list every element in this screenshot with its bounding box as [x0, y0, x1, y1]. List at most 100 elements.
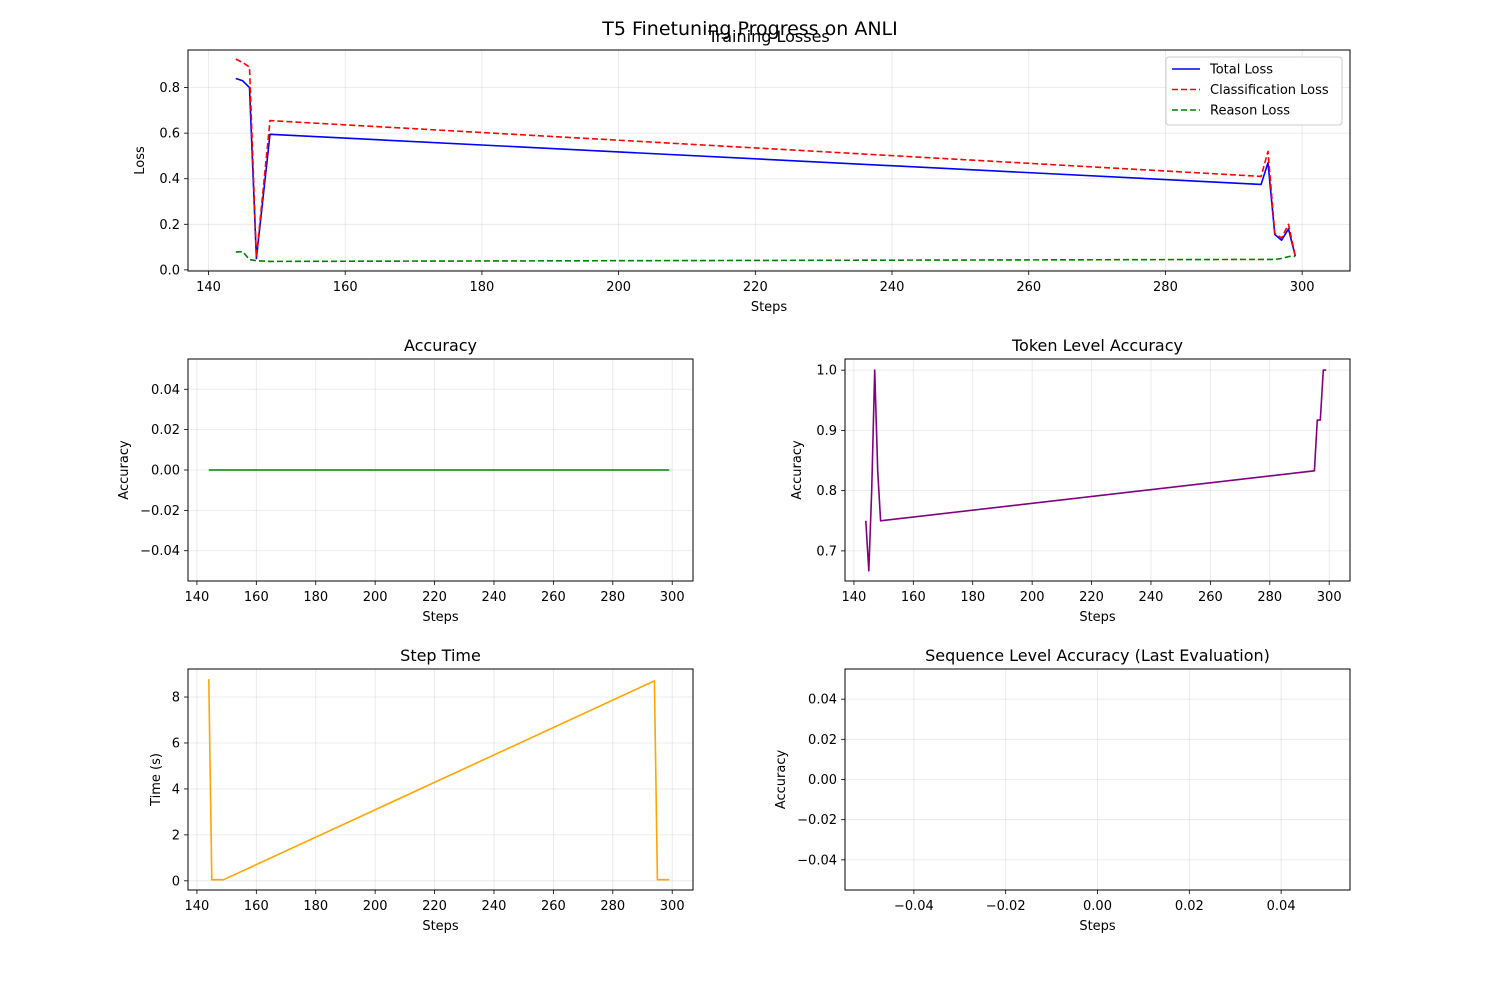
accuracy-y-tick-label-2: 0.00 [151, 464, 180, 479]
accuracy-x-tick-label-5: 240 [482, 590, 507, 605]
accuracy-x-tick-label-8: 300 [660, 590, 685, 605]
accuracy-x-tick-label-2: 180 [303, 590, 328, 605]
accuracy-x-tick-label-1: 160 [244, 590, 269, 605]
accuracy-y-axis-label: Accuracy [117, 440, 132, 500]
training-losses-x-tick-label-8: 300 [1290, 280, 1315, 295]
token-accuracy-x-tick-label-3: 200 [1020, 590, 1045, 605]
token-accuracy-y-tick-label-3: 1.0 [816, 364, 837, 379]
token-accuracy-axes-frame [844, 358, 1351, 582]
step-time-title: Step Time [400, 646, 481, 665]
training-losses-legend-label-0: Total Loss [1209, 63, 1273, 78]
accuracy-chart: 140 160 180 200 220 240 260 280 300 −0.04 −0.02 0.0… [117, 336, 694, 625]
accuracy-x-tick-label-3: 200 [363, 590, 388, 605]
step-time-y-tick-label-0: 0 [172, 874, 180, 889]
step-time-x-tick-label-5: 240 [482, 899, 507, 914]
training-losses-axes-frame [187, 49, 1351, 272]
training-losses-y-tick-label-3: 0.6 [159, 127, 180, 142]
training-losses-y-axis-label: Loss [133, 146, 148, 175]
token-accuracy-chart: 140 160 180 200 220 240 260 280 300 0.7 0.8 0.9 1.0 T… [790, 336, 1351, 625]
training-losses-y-tick-label-4: 0.8 [159, 81, 180, 96]
training-losses-x-tick-label-4: 220 [743, 280, 768, 295]
token-accuracy-x-tick-label-5: 240 [1139, 590, 1164, 605]
step-time-x-tick-label-2: 180 [303, 899, 328, 914]
sequence-accuracy-x-tick-label-3: 0.02 [1175, 899, 1204, 914]
accuracy-y-tick-label-3: 0.02 [151, 423, 180, 438]
accuracy-y-tick-label-0: −0.04 [140, 544, 180, 559]
sequence-accuracy-y-tick-label-0: −0.04 [797, 853, 837, 868]
training-losses-title: Training Losses [707, 27, 830, 46]
sequence-accuracy-y-tick-label-2: 0.00 [808, 773, 837, 788]
step-time-x-tick-label-8: 300 [660, 899, 685, 914]
training-losses-legend: Total Loss Classification Loss Reason Loss [1165, 56, 1343, 126]
accuracy-y-tick-label-4: 0.04 [151, 383, 180, 398]
step-time-y-tick-label-4: 8 [172, 691, 180, 706]
accuracy-x-tick-label-4: 220 [422, 590, 447, 605]
token-accuracy-plot-area [845, 359, 1350, 581]
step-time-x-tick-label-6: 260 [541, 899, 566, 914]
step-time-x-tick-label-4: 220 [422, 899, 447, 914]
training-losses-x-axis-label: Steps [751, 300, 788, 315]
training-losses-x-tick-label-3: 200 [606, 280, 631, 295]
token-accuracy-x-tick-label-6: 260 [1198, 590, 1223, 605]
step-time-x-tick-label-0: 140 [184, 899, 209, 914]
sequence-accuracy-x-tick-label-1: −0.02 [986, 899, 1026, 914]
training-losses-series-line-2 [235, 250, 1296, 263]
training-losses-chart: 140 160 180 200 220 240 260 280 300 0.0 0.2 0.4 0.6 0… [133, 27, 1351, 315]
accuracy-x-tick-label-7: 280 [600, 590, 625, 605]
training-losses-x-tick-label-0: 140 [196, 280, 221, 295]
step-time-x-tick-label-3: 200 [363, 899, 388, 914]
training-losses-y-tick-label-1: 0.2 [159, 218, 180, 233]
sequence-accuracy-x-tick-label-4: 0.04 [1267, 899, 1296, 914]
training-losses-x-tick-label-6: 260 [1016, 280, 1041, 295]
accuracy-x-axis-label: Steps [422, 610, 459, 625]
step-time-x-tick-label-1: 160 [244, 899, 269, 914]
training-losses-x-tick-label-1: 160 [333, 280, 358, 295]
sequence-accuracy-y-tick-label-1: −0.02 [797, 813, 837, 828]
token-accuracy-x-axis-label: Steps [1079, 610, 1116, 625]
token-accuracy-y-axis-label: Accuracy [790, 440, 805, 500]
accuracy-title: Accuracy [404, 336, 477, 355]
training-losses-legend-box [1165, 56, 1343, 126]
token-accuracy-title: Token Level Accuracy [1011, 336, 1183, 355]
training-losses-legend-label-1: Classification Loss [1210, 83, 1329, 98]
sequence-accuracy-y-axis-label: Accuracy [774, 750, 789, 810]
step-time-y-axis-label: Time (s) [149, 753, 164, 807]
sequence-accuracy-chart: −0.04 −0.02 0.00 0.02 0.04 −0.04 −0.02 0.00 0.02… [774, 646, 1351, 934]
accuracy-x-tick-label-0: 140 [184, 590, 209, 605]
step-time-x-axis-label: Steps [422, 919, 459, 934]
token-accuracy-x-tick-label-1: 160 [901, 590, 926, 605]
accuracy-x-tick-label-6: 260 [541, 590, 566, 605]
figure-suptitle: T5 Finetuning Progress on ANLI [601, 18, 897, 40]
step-time-y-tick-label-1: 2 [172, 828, 180, 843]
token-accuracy-x-tick-label-0: 140 [841, 590, 866, 605]
sequence-accuracy-plot-area [845, 669, 1350, 890]
sequence-accuracy-y-tick-label-3: 0.02 [808, 733, 837, 748]
token-accuracy-x-tick-label-8: 300 [1317, 590, 1342, 605]
training-losses-x-tick-label-5: 240 [880, 280, 905, 295]
token-accuracy-x-tick-label-4: 220 [1079, 590, 1104, 605]
training-losses-series-line-0 [235, 77, 1297, 260]
sequence-accuracy-title: Sequence Level Accuracy (Last Evaluation… [925, 646, 1270, 665]
training-losses-legend-label-2: Reason Loss [1210, 104, 1290, 119]
chart-panels: 140 160 180 200 220 240 260 280 3000.00.20.40.60… [117, 27, 1351, 934]
token-accuracy-series-line-0 [865, 369, 1327, 572]
token-accuracy-y-tick-label-0: 0.7 [816, 544, 837, 559]
step-time-y-tick-label-2: 4 [172, 782, 180, 797]
training-losses-series-line-1 [235, 58, 1297, 259]
step-time-y-tick-label-3: 6 [172, 736, 180, 751]
sequence-accuracy-y-tick-label-4: 0.04 [808, 693, 837, 708]
sequence-accuracy-x-tick-label-2: 0.00 [1083, 899, 1112, 914]
sequence-accuracy-x-tick-label-0: −0.04 [894, 899, 934, 914]
step-time-chart: 140 160 180 200 220 240 260 280 300 0 2 4 6 8 Step Tim… [149, 646, 694, 934]
sequence-accuracy-x-axis-label: Steps [1079, 919, 1116, 934]
training-losses-x-tick-label-2: 180 [470, 280, 495, 295]
token-accuracy-x-tick-label-2: 180 [960, 590, 985, 605]
step-time-axes-frame [187, 668, 694, 891]
training-losses-plot-area [188, 50, 1350, 271]
training-losses-y-tick-label-2: 0.4 [159, 172, 180, 187]
training-losses-x-tick-label-7: 280 [1153, 280, 1178, 295]
token-accuracy-x-tick-label-7: 280 [1257, 590, 1282, 605]
training-losses-y-tick-label-0: 0.0 [159, 263, 180, 278]
step-time-series-line-0 [208, 679, 670, 881]
